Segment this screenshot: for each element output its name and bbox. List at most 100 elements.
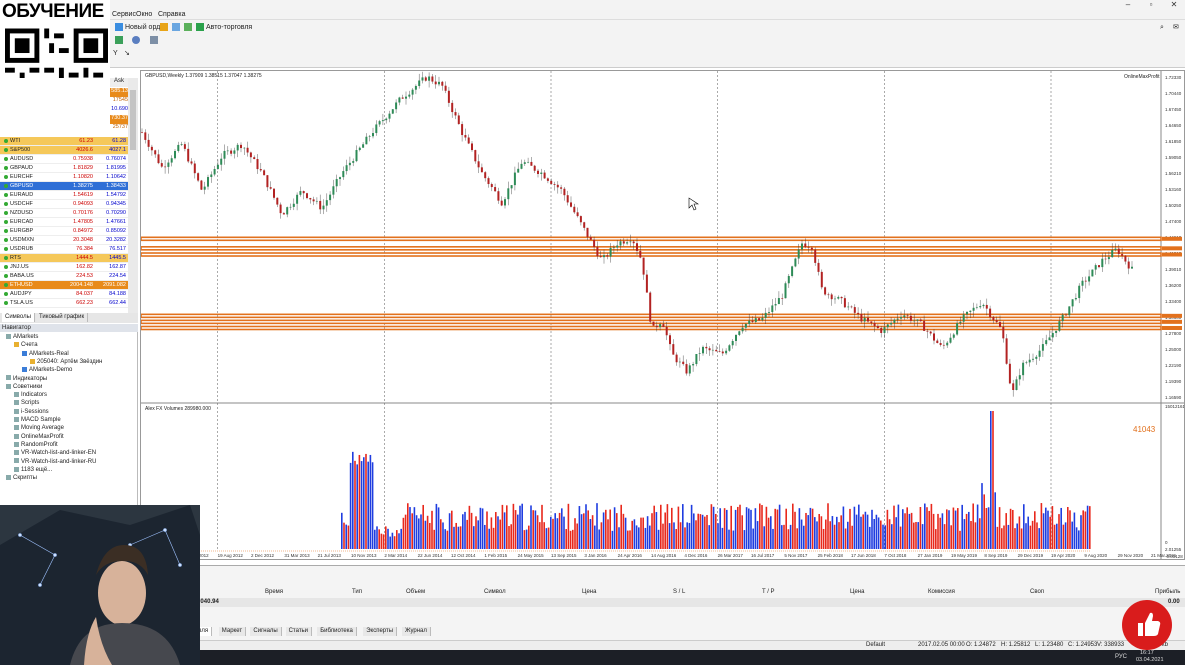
candle-body [216,164,219,170]
candle-body [593,239,596,248]
terminal-tab[interactable]: Сигналы [250,627,282,636]
autotrading-button[interactable]: Авто-торговля [196,22,252,33]
terminal-tab[interactable]: Журнал [402,627,431,636]
terminal-column-header[interactable]: T / P [762,589,775,595]
terminal-column-header[interactable]: Тип [352,589,363,595]
metaeditor-button[interactable] [160,22,170,33]
volume-bar [1064,522,1067,549]
candle-body [784,283,787,299]
symbol-label: ETHUSD [10,282,33,288]
new-order-button[interactable]: Новый ордер [115,22,168,33]
maximize-button[interactable]: ▫ [1149,0,1153,9]
navigator-item[interactable]: AMarkets-Real [22,350,69,358]
terminal-column-header[interactable]: Комиссия [928,589,955,595]
scroll-thumb[interactable] [130,90,136,150]
symbol-row[interactable]: BABA.US 224.53 224.54 [0,272,128,281]
navigator-item[interactable]: RandomProfit [14,441,58,449]
menu-help[interactable]: Справка [158,11,186,18]
symbol-row[interactable]: EURCAD 1.47805 1.47661 [0,218,128,227]
volume-bar [367,461,369,549]
minimize-button[interactable]: – [1125,0,1131,9]
history-button[interactable] [184,22,194,33]
indicators-button[interactable] [115,35,125,46]
date-tick-label: 5 Nov 2017 [784,553,808,558]
candle-body [428,76,431,81]
volume-bar [688,522,691,549]
symbol-row[interactable]: JNJ.US 162.82 162.87 [0,263,128,272]
navigator-item[interactable]: MACD Sample [14,416,61,424]
menu-service[interactable]: Сервис [112,11,136,18]
symbol-row[interactable]: USDMXN 20.3048 20.3282 [0,236,128,245]
cursor-tool[interactable]: Y [113,50,118,57]
symbol-label: EURAUD [10,192,34,198]
symbol-row[interactable]: TSLA.US 662.23 662.44 [0,299,128,308]
chart-window[interactable]: GBPUSD,Weekly 1.37909 1.38515 1.37047 1.… [140,70,1185,560]
symbol-row[interactable]: GBPUSD 1.38275 1.38433 [0,182,128,191]
terminal-column-header[interactable]: Время [265,589,284,595]
terminal-tab[interactable]: Эксперты [363,627,398,636]
symbol-row[interactable]: RTS 1444.5 1445.5 [0,254,128,263]
terminal-tab[interactable]: Маркет [218,627,247,636]
navigator-item[interactable]: OnlineMaxProfit [14,433,64,441]
symbol-row[interactable]: WTI 61.23 61.28 [0,137,128,146]
navigator-item[interactable]: Советники [6,383,42,391]
volume-bar [935,529,937,549]
symbol-row[interactable]: GBPAUD 1.81829 1.81995 [0,164,128,173]
ask-value: 1.10642 [106,174,126,180]
navigator-item[interactable]: Счета [14,341,38,349]
terminal-tab[interactable]: Библиотека [317,627,357,636]
close-button[interactable]: ✕ [1170,0,1178,9]
terminal-tab[interactable]: Статьи [285,627,313,636]
candle-body [306,193,308,199]
volume-bar [629,530,631,549]
volume-bar [1040,503,1043,549]
navigator-item[interactable]: Скрипты [6,474,37,482]
terminal-column-header[interactable]: Объем [406,589,426,595]
symbol-row[interactable]: EURGBP 0.84972 0.85092 [0,227,128,236]
tab-tick-chart[interactable]: Тиковый график [36,313,89,322]
volume-bar [484,524,486,549]
symbol-row[interactable]: EURAUD 1.54619 1.54792 [0,191,128,200]
terminal-column-header[interactable]: Цена [850,589,865,595]
symbol-row[interactable]: USDRUB 76.384 76.517 [0,245,128,254]
terminal-column-header[interactable]: Символ [484,589,506,595]
navigator-item[interactable]: Индикаторы [6,375,47,383]
candle-body [200,180,203,190]
chat-icon[interactable]: ✉ [1173,24,1179,31]
terminal-column-header[interactable]: S / L [673,589,686,595]
symbol-row[interactable]: AUDJPY 84.037 84.188 [0,290,128,299]
menu-window[interactable]: Окно [136,11,153,18]
symbol-row[interactable]: AUDUSD 0.75938 0.76074 [0,155,128,164]
symbol-row[interactable]: S&P500 4026.6 4027.1 [0,146,128,155]
tab-symbols[interactable]: Символы [2,313,35,322]
volume-bar [895,517,897,549]
terminal-column-header[interactable]: Прибыль [1155,589,1181,595]
symbol-row[interactable]: EURCHF 1.10820 1.10642 [0,173,128,182]
search-icon[interactable]: ⌕ [1160,24,1164,31]
candle-body [269,187,272,189]
symbol-name: EURCAD [4,218,33,227]
terminal-column-header[interactable]: Своп [1030,589,1045,595]
navigator-item[interactable]: 1183 ещё... [14,466,52,474]
symbol-row[interactable]: NZDUSD 0.70176 0.70290 [0,209,128,218]
line-tool[interactable]: ↘ [124,50,130,57]
watch-scrollbar[interactable] [128,78,138,313]
symbol-row[interactable]: USDCHF 0.94093 0.94345 [0,200,128,209]
navigator-item[interactable]: AMarkets [6,333,38,341]
navigator-item[interactable]: Moving Average [14,424,64,432]
navigator-item[interactable]: 205040: Артём Звёздин [30,358,102,366]
terminal-column-header[interactable]: Цена [582,589,597,595]
language-indicator[interactable]: РУС [1115,654,1128,660]
templates-button[interactable] [150,35,160,46]
navigator-item[interactable]: AMarkets-Demo [22,366,72,374]
navigator-item[interactable]: VR-Watch-list-and-linker-RU [14,458,96,466]
navigator-item[interactable]: VR-Watch-list-and-linker-EN [14,449,96,457]
like-button[interactable] [1122,600,1172,650]
navigator-item[interactable]: i-Sessions [14,408,49,416]
navigator-item[interactable]: Indicators [14,391,47,399]
candle-body [718,351,721,352]
symbol-row[interactable]: ETHUSD 2004.148 2091.082 [0,281,128,290]
navigator-item[interactable]: Scripts [14,399,39,407]
market-watch-button[interactable] [172,22,182,33]
periods-button[interactable] [132,35,142,46]
